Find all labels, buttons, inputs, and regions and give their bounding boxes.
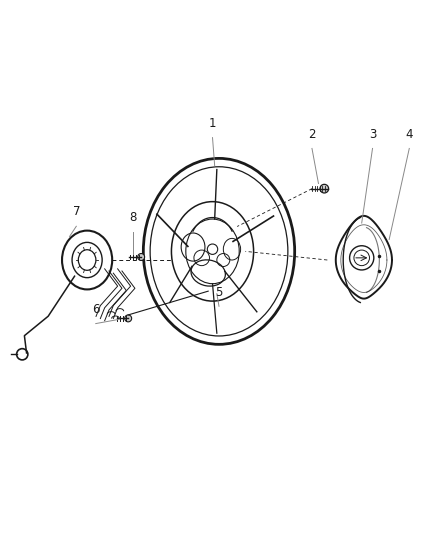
Text: 6: 6 xyxy=(92,303,99,316)
Circle shape xyxy=(138,254,145,261)
Text: 5: 5 xyxy=(215,286,223,298)
Text: 1: 1 xyxy=(209,117,216,130)
Circle shape xyxy=(125,315,132,322)
Text: 8: 8 xyxy=(129,211,136,224)
Circle shape xyxy=(320,184,328,193)
Text: 2: 2 xyxy=(308,128,316,141)
Text: 4: 4 xyxy=(406,128,413,141)
Text: 3: 3 xyxy=(369,128,376,141)
Text: 7: 7 xyxy=(73,206,80,219)
